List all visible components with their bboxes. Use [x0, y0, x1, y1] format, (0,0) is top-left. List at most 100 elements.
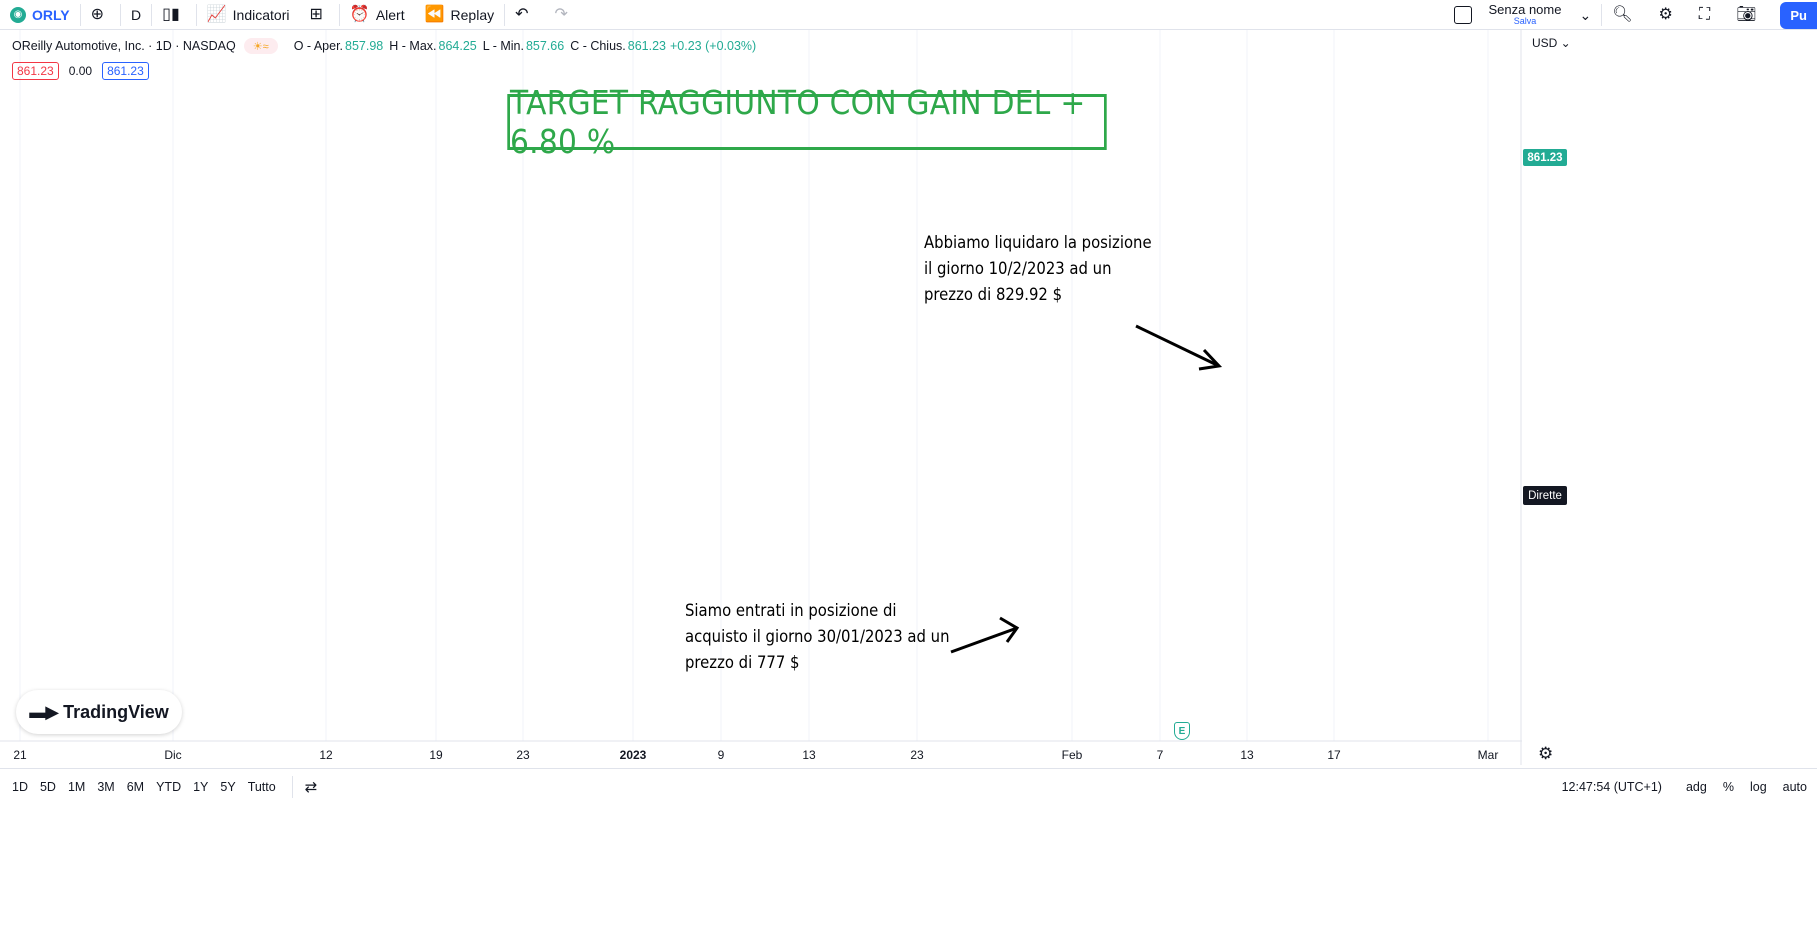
currency-selector[interactable]: USD ⌄ [1532, 36, 1571, 50]
time-tick-label: 7 [1156, 748, 1164, 762]
settings-button[interactable]: ⚙ [1649, 0, 1689, 30]
interval-label: D [131, 6, 142, 23]
percent-toggle[interactable]: % [1722, 780, 1734, 794]
time-tick-label: Mar [1477, 748, 1499, 762]
tradingview-logo-icon: ▬▶ [29, 701, 59, 722]
exit-arrow [1135, 324, 1220, 368]
rewind-icon: ⏪ [424, 5, 445, 23]
symbol-label: ORLY [32, 6, 70, 23]
gear-icon: ⚙ [1658, 6, 1673, 23]
series-title[interactable]: OReilly Automotive, Inc. · 1D · NASDAQ [12, 39, 236, 53]
indicators-icon: 📈 [206, 5, 227, 23]
layout-menu-button[interactable]: ⌄ [1569, 0, 1601, 30]
time-tick-label: 21 [13, 748, 27, 762]
divider [151, 3, 153, 26]
time-tick-label: 2023 [619, 748, 647, 762]
layout-name-button[interactable]: Senza nome Salva [1488, 3, 1561, 26]
adjust-toggle[interactable]: adg [1685, 780, 1707, 794]
compare-symbol-button[interactable]: ⊕ [81, 0, 120, 30]
symbol-search-button[interactable]: ◉ ORLY [0, 0, 80, 30]
grid-icon: ⊞ [309, 5, 323, 23]
layout-select-button[interactable] [1444, 0, 1482, 30]
top-toolbar: ◉ ORLY ⊕ D ▯▮ 📈 Indicatori ⊞ ⏰ Alert ⏪ R… [0, 0, 1817, 30]
templates-button[interactable]: ⊞ [299, 0, 338, 30]
alert-button[interactable]: ⏰ Alert [340, 0, 415, 30]
bottom-right-tools: 12:47:54 (UTC+1) adg % log auto [1562, 769, 1807, 805]
time-tick-label: 23 [516, 748, 530, 762]
search-icon: 🔍︎ [1612, 6, 1633, 23]
plus-circle-icon: ⊕ [90, 5, 105, 23]
change-value: +0.23 (+0.03%) [670, 39, 757, 53]
range-button-ytd[interactable]: YTD [156, 779, 182, 794]
range-button-1y[interactable]: 1Y [193, 779, 209, 794]
date-range-buttons: 1D 5D 1M 3M 6M YTD 1Y 5Y Tutto [0, 780, 276, 794]
indicators-label: Indicatori [232, 6, 290, 23]
redo-icon: ↷ [554, 5, 568, 23]
tradingview-logo[interactable]: ▬▶ TradingView [16, 690, 182, 734]
undo-button[interactable]: ↶ [505, 0, 544, 30]
time-tick-label: 12 [319, 748, 333, 762]
bid-ask-legend: 861.23 0.00 861.23 [12, 62, 149, 80]
range-button-5d[interactable]: 5D [39, 779, 56, 794]
range-button-5y[interactable]: 5Y [220, 779, 236, 794]
divider [338, 3, 340, 26]
divider [195, 3, 197, 26]
quick-search-button[interactable]: 🔍︎ [1602, 0, 1648, 30]
entry-arrow [950, 626, 1018, 654]
clock[interactable]: 12:47:54 (UTC+1) [1561, 780, 1662, 794]
entry-arrow-head [999, 616, 1020, 643]
time-tick-label: 19 [429, 748, 443, 762]
price-axis[interactable] [1522, 30, 1817, 765]
target-annotation[interactable]: TARGET RAGGIUNTO CON GAIN DEL + 6.80 % [507, 83, 1107, 161]
close-value: 861.23 [627, 39, 666, 53]
go-to-date-icon[interactable]: ⇄ [304, 778, 318, 796]
high-label: H - Max. [389, 39, 437, 53]
currency-label: USD [1532, 36, 1558, 50]
publish-button[interactable]: Pu [1780, 1, 1817, 29]
chart-type-button[interactable]: ▯▮ [152, 0, 196, 30]
indicators-button[interactable]: 📈 Indicatori [197, 0, 300, 30]
alarm-clock-icon: ⏰ [349, 5, 370, 23]
time-tick-label: 13 [1240, 748, 1254, 762]
annotation-arrows [950, 324, 1223, 654]
replay-button[interactable]: ⏪ Replay [415, 0, 505, 30]
time-tick-label: 17 [1327, 748, 1341, 762]
snapshot-button[interactable]: 📷︎ [1726, 0, 1772, 30]
bid-value[interactable]: 861.23 [12, 62, 59, 80]
range-button-tutto[interactable]: Tutto [247, 779, 276, 794]
log-toggle[interactable]: log [1749, 780, 1767, 794]
layout-icon [1454, 6, 1473, 24]
interval-button[interactable]: D [121, 0, 151, 30]
price-chart[interactable] [0, 30, 1522, 765]
divider [120, 3, 122, 26]
chevron-down-icon: ⌄ [1579, 6, 1592, 23]
fullscreen-button[interactable]: ⛶ [1689, 0, 1726, 30]
chart-legend: OReilly Automotive, Inc. · 1D · NASDAQ ☀… [12, 38, 756, 54]
divider [1601, 4, 1603, 26]
live-label[interactable]: Dirette [1523, 486, 1567, 505]
range-button-1d[interactable]: 1D [12, 779, 28, 794]
redo-button[interactable]: ↷ [545, 0, 584, 30]
time-tick-label: 9 [717, 748, 725, 762]
exit-note[interactable]: Abbiamo liquidaro la posizione il giorno… [924, 233, 1152, 304]
chart-grid [19, 30, 1489, 741]
time-tick-label: 13 [802, 748, 816, 762]
entry-note[interactable]: Siamo entrati in posizione di acquisto i… [685, 601, 950, 672]
exit-arrow-head [1198, 348, 1223, 371]
tradingview-logo-text: TradingView [63, 701, 169, 722]
high-value: 864.25 [438, 39, 477, 53]
range-button-6m[interactable]: 6M [126, 779, 145, 794]
low-value: 857.66 [525, 39, 565, 53]
market-status-icon[interactable]: ☀≈ [243, 38, 278, 54]
spread-value: 0.00 [68, 64, 93, 78]
low-label: L - Min. [482, 39, 524, 53]
ask-value[interactable]: 861.23 [102, 62, 149, 80]
auto-toggle[interactable]: auto [1782, 780, 1807, 794]
layout-status-label: Salva [1513, 16, 1537, 27]
time-tick-label: Dic [164, 748, 182, 762]
range-button-1m[interactable]: 1M [67, 779, 86, 794]
open-label: O - Aper. [293, 39, 344, 53]
earnings-icon[interactable]: E [1174, 722, 1190, 740]
range-button-3m[interactable]: 3M [97, 779, 115, 794]
chart-settings-icon[interactable]: ⚙ [1538, 744, 1554, 763]
